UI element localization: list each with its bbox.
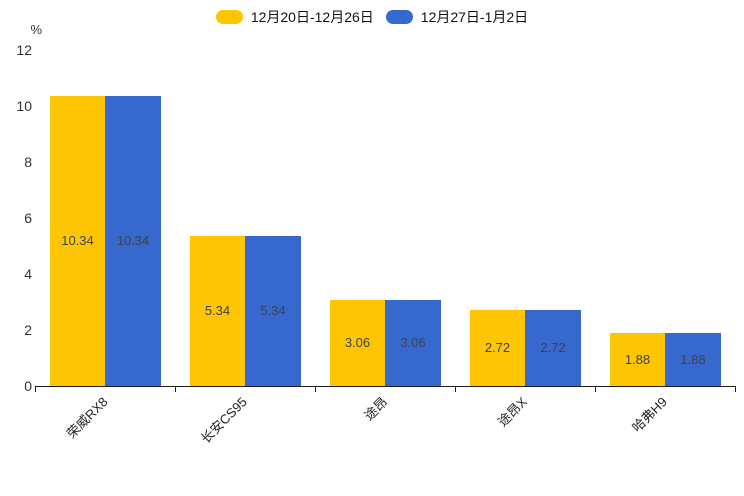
legend-item[interactable]: 12月20日-12月26日 — [215, 8, 374, 26]
legend-swatch-icon — [385, 10, 413, 24]
x-axis-line — [35, 386, 736, 387]
y-tick-label: 10 — [16, 98, 32, 114]
bar-value-label: 5.34 — [260, 303, 286, 318]
bar-value-label: 10.34 — [61, 233, 94, 248]
bar-series2-途昂: 3.06 — [385, 300, 441, 386]
x-category-label: 途昂 — [361, 394, 391, 424]
legend-label: 12月27日-1月2日 — [420, 9, 529, 25]
y-axis-unit-label: % — [30, 22, 42, 37]
x-category-label: 荣威RX8 — [63, 394, 111, 442]
bar-series1-途昂: 3.06 — [330, 300, 385, 386]
bar-value-label: 3.06 — [400, 335, 426, 350]
bar-series1-荣威RX8: 10.34 — [50, 96, 105, 386]
x-category-label: 长安CS95 — [198, 394, 251, 447]
y-tick-label: 4 — [24, 266, 32, 282]
x-axis-tick — [175, 386, 176, 392]
bar-series2-长安CS95: 5.34 — [245, 236, 301, 386]
bar-series1-长安CS95: 5.34 — [190, 236, 245, 386]
x-category-label: 哈弗H9 — [629, 394, 671, 435]
bar-value-label: 1.88 — [680, 351, 706, 367]
x-axis-tick — [735, 386, 736, 392]
y-tick-label: 8 — [24, 154, 32, 170]
bar-value-label: 2.72 — [484, 340, 511, 355]
bar-value-label: 1.88 — [624, 351, 651, 367]
bar-value-label: 2.72 — [540, 340, 566, 355]
y-tick-label: 0 — [24, 378, 32, 394]
bar-value-label: 3.06 — [344, 335, 371, 350]
bar-series2-途昂X: 2.72 — [525, 310, 581, 386]
bar-value-label: 10.34 — [116, 233, 150, 248]
x-axis-tick — [595, 386, 596, 392]
y-tick-label: 2 — [24, 322, 32, 338]
x-axis-tick — [455, 386, 456, 392]
legend-swatch-icon — [215, 10, 243, 24]
bar-value-label: 5.34 — [204, 303, 231, 318]
x-axis-tick — [315, 386, 316, 392]
legend-item[interactable]: 12月27日-1月2日 — [385, 8, 529, 26]
y-tick-label: 6 — [24, 210, 32, 226]
legend-label: 12月20日-12月26日 — [250, 9, 374, 25]
x-category-label: 途昂X — [495, 394, 531, 430]
y-tick-label: 12 — [16, 42, 32, 58]
bar-series1-途昂X: 2.72 — [470, 310, 525, 386]
legend: 12月20日-12月26日 12月27日-1月2日 — [0, 8, 744, 26]
x-axis-tick — [35, 386, 36, 392]
bar-series1-哈弗H9: 1.88 — [610, 333, 665, 386]
bar-series2-荣威RX8: 10.34 — [105, 96, 161, 386]
bar-series2-哈弗H9: 1.88 — [665, 333, 721, 386]
